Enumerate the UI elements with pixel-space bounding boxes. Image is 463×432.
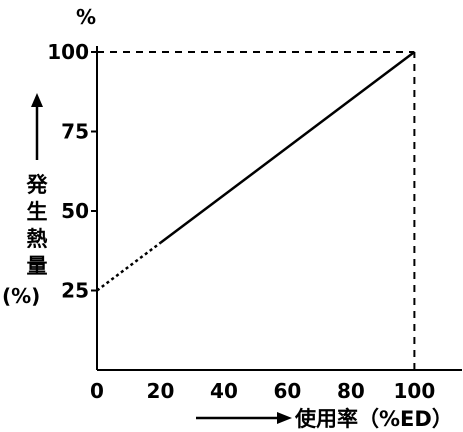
y-axis-label-char-0: 発 [26,173,49,197]
x-tick-label-40: 40 [210,379,238,403]
tick-labels: 25 50 75 100 0 20 40 60 80 100 [47,40,435,403]
x-tick-label-100: 100 [394,379,436,403]
series-line-dotted [96,241,162,292]
y-tick-label-50: 50 [61,199,89,223]
y-axis-label-unit: (%) [2,284,40,308]
y-tick-label-100: 100 [47,40,89,64]
x-tick-label-60: 60 [274,379,302,403]
y-axis-label: 発 生 熱 量 (%) [2,93,49,308]
x-axis-label-arrow-head [277,412,292,424]
x-tick-label-80: 80 [337,379,365,403]
axes [96,46,462,371]
x-axis-label: 使用率（%ED） [196,407,453,431]
x-tick-label-20: 20 [147,379,175,403]
x-axis-label-text: 使用率（%ED） [294,407,453,431]
x-tick-label-0: 0 [90,379,104,403]
y-axis-label-char-3: 量 [27,254,48,278]
y-tick-label-75: 75 [61,120,89,144]
y-tick-label-25: 25 [61,279,89,303]
reference-lines [97,51,416,370]
y-unit-label: % [76,5,96,29]
y-axis-label-char-1: 生 [27,200,48,224]
y-axis-label-arrow-head [31,93,43,107]
series-line-solid [159,51,416,244]
series-lines [96,51,416,292]
y-axis-label-char-2: 熱 [27,227,48,251]
